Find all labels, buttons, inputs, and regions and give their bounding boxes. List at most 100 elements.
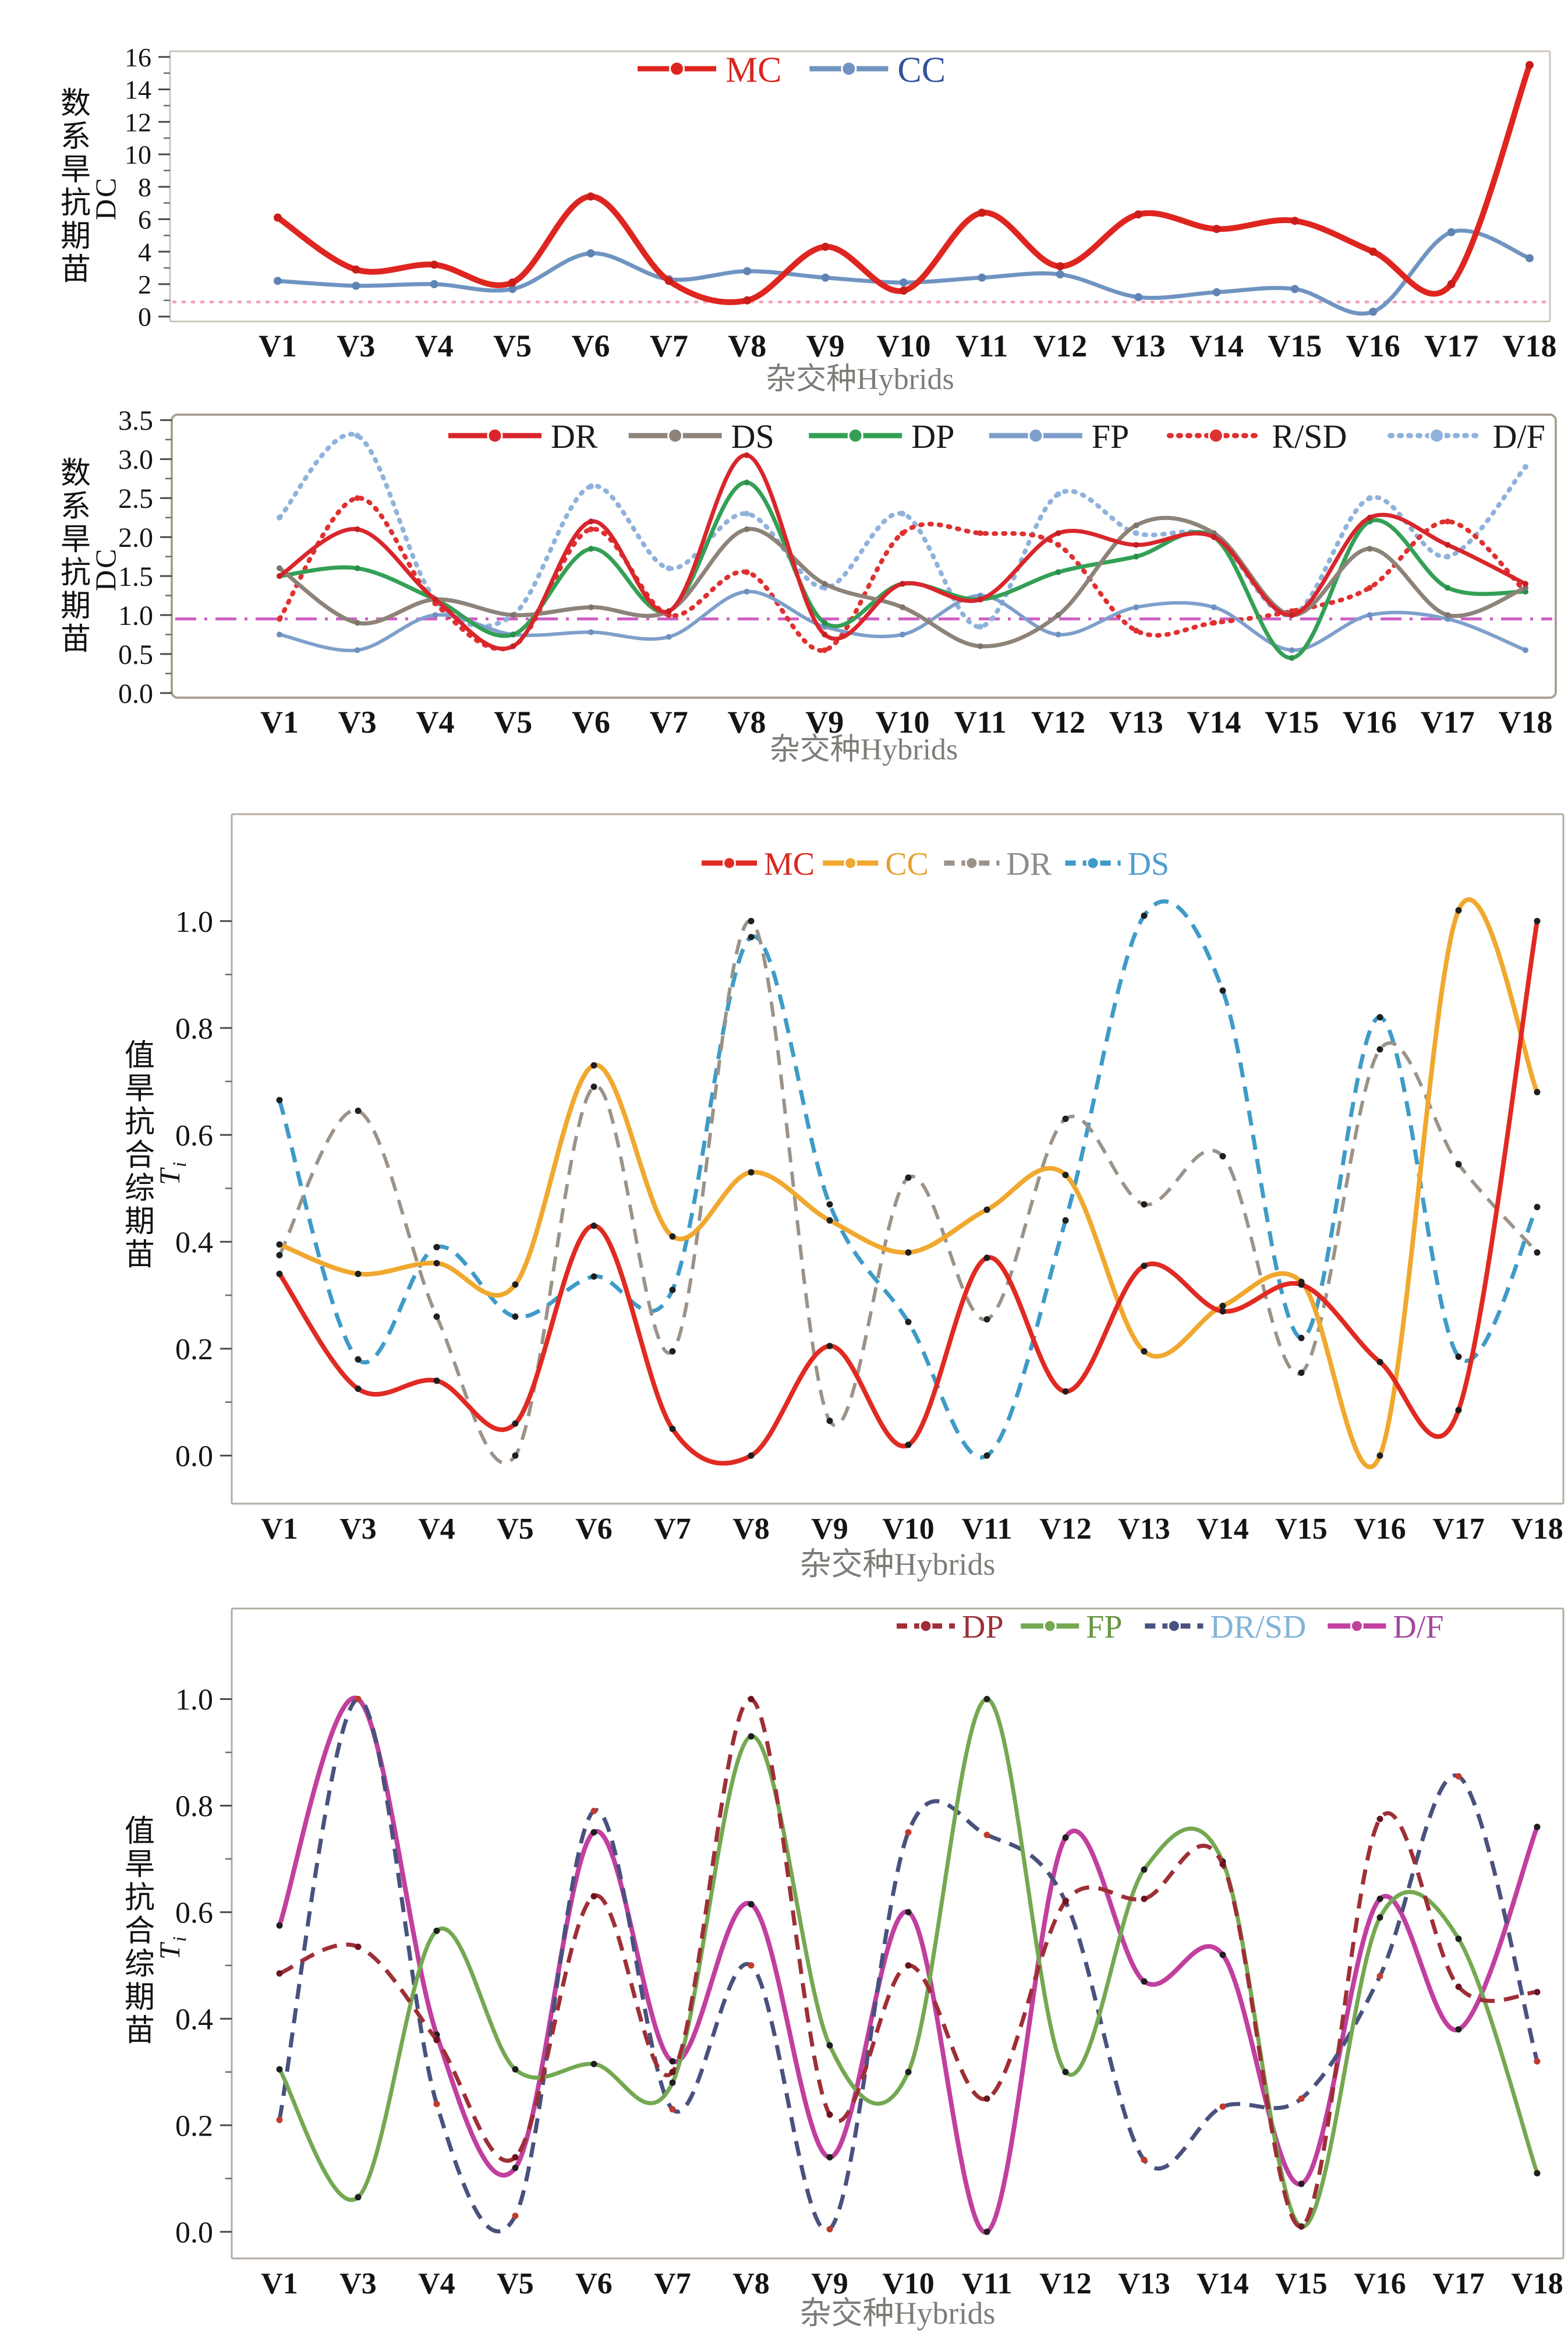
data-point [276, 1270, 283, 1277]
legend-item-D/F: D/F [1328, 1609, 1444, 1645]
data-point [822, 620, 828, 626]
x-axis-title: 杂交种Hybrids [766, 363, 954, 396]
data-point [669, 2106, 676, 2113]
data-point [1369, 248, 1378, 256]
x-tick-label: V11 [962, 2267, 1013, 2300]
data-point [352, 281, 360, 290]
data-point [1455, 1983, 1462, 1990]
y-axis-label: 数系旱抗期苗 [57, 457, 94, 656]
y-axis-label-char: 抗 [60, 187, 91, 220]
data-point [826, 2111, 833, 2118]
data-point [905, 2069, 912, 2076]
data-point [900, 287, 908, 295]
legend-marker [847, 427, 863, 444]
x-tick-label: V15 [1265, 705, 1319, 740]
data-point [355, 1943, 362, 1950]
series-line-R/SD [277, 496, 1528, 653]
data-point [1055, 612, 1061, 618]
y-tick-label: 0.0 [175, 2216, 213, 2249]
x-tick-label: V15 [1275, 2267, 1328, 2300]
x-tick-label: V1 [259, 328, 297, 363]
data-point [1367, 546, 1373, 552]
x-tick-label: V7 [650, 328, 688, 363]
data-point [1376, 1815, 1383, 1822]
data-point [744, 588, 750, 595]
data-point [1367, 612, 1373, 618]
data-point [983, 1832, 990, 1839]
legend-label: DR [551, 418, 598, 455]
data-point [276, 1241, 283, 1248]
x-tick-label: V3 [339, 1512, 377, 1546]
x-tick-label: V10 [882, 1512, 935, 1546]
data-point [510, 631, 516, 638]
legend-item-MC: MC [702, 846, 815, 882]
legend-label: DS [1128, 846, 1170, 882]
data-point [1289, 612, 1295, 618]
data-point [1376, 1046, 1383, 1053]
legend-label: DS [731, 418, 774, 455]
x-tick-label: V14 [1187, 705, 1241, 740]
data-point [905, 1962, 912, 1969]
legend-label: CC [885, 846, 929, 882]
x-tick-label: V3 [339, 2267, 377, 2300]
x-tick-label: V12 [1033, 328, 1087, 363]
y-tick-label: 10 [125, 140, 151, 169]
series-markers-DR [277, 452, 1528, 649]
x-tick-label: V10 [876, 705, 930, 740]
x-axis-title: 杂交种Hybrids [770, 733, 958, 766]
data-point [983, 2228, 990, 2235]
y-axis-label-char: 系 [60, 490, 91, 524]
data-point [1534, 918, 1541, 925]
data-point [1525, 254, 1534, 263]
legend-label: MC [764, 846, 815, 882]
data-point [748, 1452, 755, 1459]
y-axis-label-char: 合 [124, 1915, 155, 1948]
data-point [354, 495, 360, 501]
data-point [1141, 1896, 1148, 1903]
data-point [664, 277, 673, 285]
y-axis-label-char: 抗 [124, 1882, 155, 1915]
y-axis-label-char: 值 [124, 1040, 155, 1073]
x-tick-label: V17 [1421, 705, 1475, 740]
legend-label: CC [897, 50, 946, 90]
data-point [743, 296, 752, 305]
data-point [512, 1420, 519, 1427]
y-tick-label: 2.5 [118, 483, 153, 514]
data-point [1534, 2058, 1541, 2065]
x-tick-label: V13 [1109, 705, 1163, 740]
data-point [983, 1254, 990, 1261]
x-tick-label: V13 [1118, 1512, 1170, 1546]
data-point [512, 2164, 519, 2171]
plot-border [231, 813, 1565, 1505]
x-tick-label: V1 [261, 1512, 298, 1546]
data-point [1062, 1834, 1069, 1841]
legend-marker [1208, 427, 1224, 444]
data-point [1290, 217, 1299, 225]
legend-marker [1043, 1619, 1057, 1633]
data-point [744, 479, 750, 486]
series-line-CC [278, 897, 1539, 1469]
data-point [669, 2069, 676, 2076]
y-axis-label-char: 期 [124, 1206, 155, 1239]
legend-item-DS: DS [628, 418, 774, 455]
series-markers-MC [274, 61, 1534, 305]
data-point [978, 208, 986, 217]
y-tick-label: 1.0 [118, 600, 153, 631]
y-tick-label: 6 [138, 205, 151, 235]
x-tick-label: V7 [654, 2267, 691, 2300]
data-point [822, 647, 828, 653]
y-tick-label: 16 [125, 43, 151, 72]
x-tick-label: V9 [805, 705, 844, 740]
x-tick-label: V5 [494, 705, 532, 740]
x-tick-label: V5 [497, 2267, 534, 2300]
y-tick-label: 0.0 [175, 1440, 213, 1473]
series-line-MC [277, 920, 1539, 1466]
data-point [590, 1062, 597, 1069]
legend-item-DR: DR [448, 418, 598, 455]
x-tick-label: V17 [1432, 1512, 1485, 1546]
data-point [354, 433, 360, 439]
x-tick-label: V15 [1275, 1512, 1328, 1546]
data-point [905, 1908, 912, 1915]
data-point [1298, 2180, 1305, 2187]
data-point [1534, 1823, 1541, 1830]
